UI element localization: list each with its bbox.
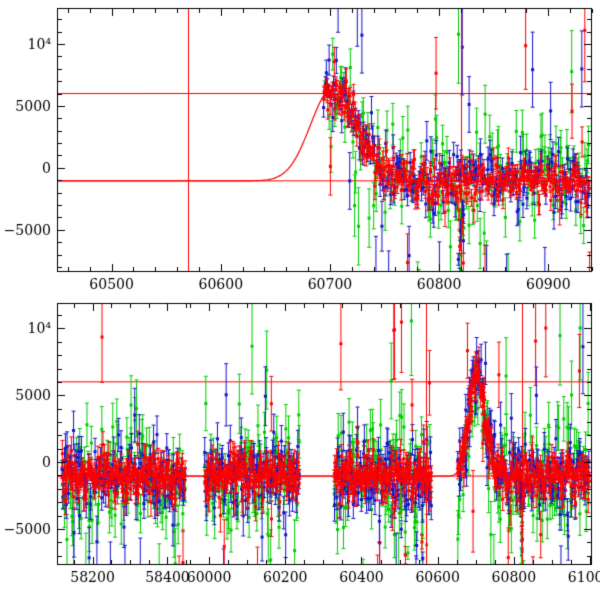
light-curve-figure <box>0 0 600 600</box>
light-curve-canvas <box>0 0 600 600</box>
